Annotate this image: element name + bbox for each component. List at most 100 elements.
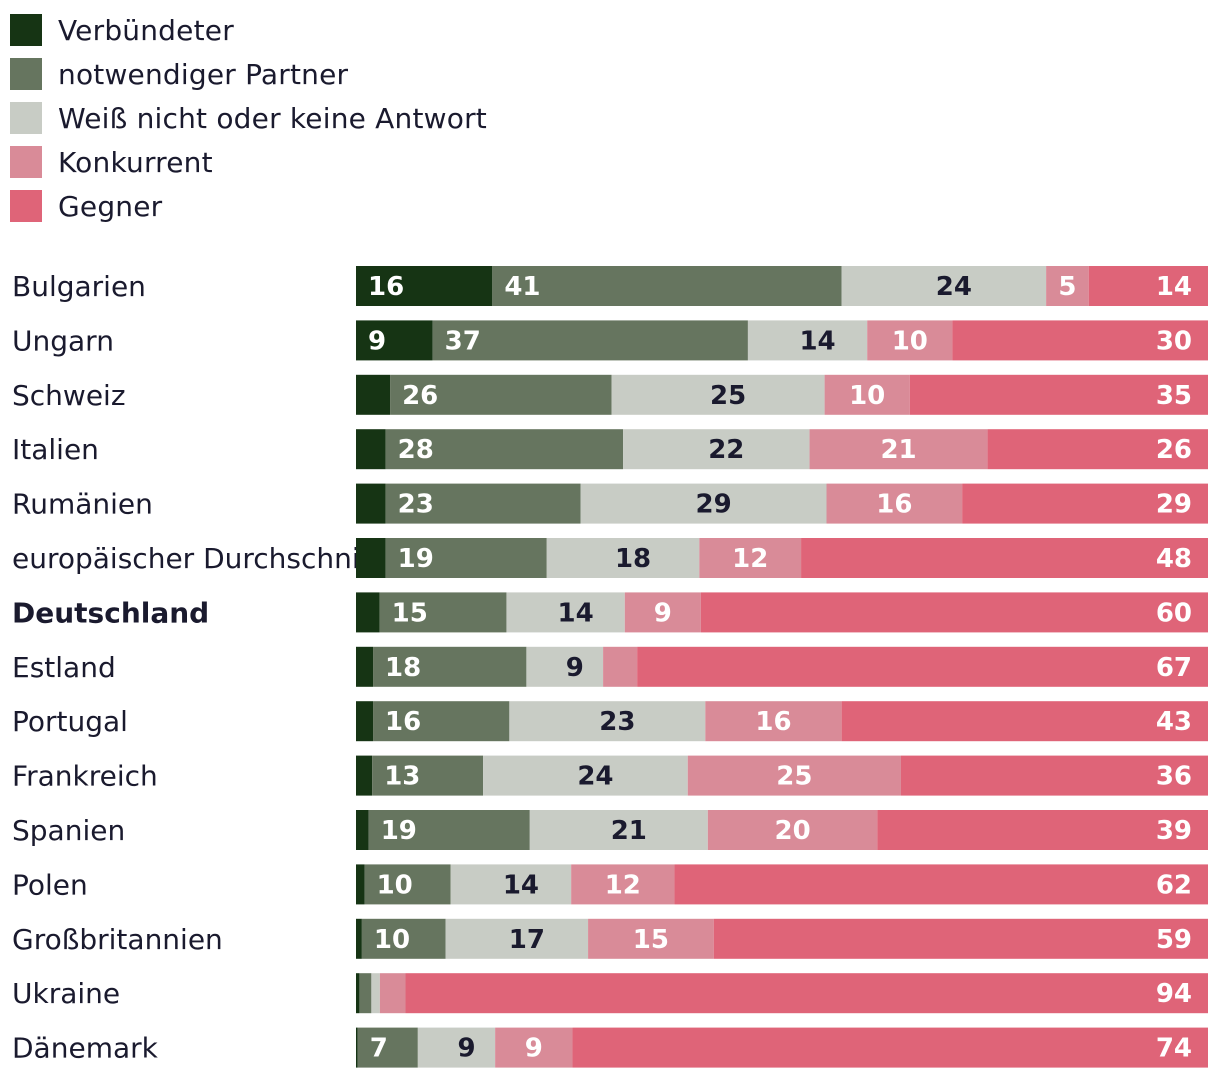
bar-row-schweiz: Schweiz 26 25 10 35	[12, 374, 1208, 415]
data-label: 15	[392, 598, 428, 628]
bar-segment-verbuendeter	[356, 810, 369, 850]
bar-segment-weiss-nicht-oder-keine-antwort	[529, 810, 708, 850]
bar-segment-notwendiger-partner	[359, 973, 372, 1014]
category-label: Deutschland	[12, 596, 209, 629]
legend-item-verbuendeter: Verbündeter	[10, 8, 487, 52]
bar-segment-gegner	[900, 755, 1208, 796]
category-label: Ukraine	[12, 977, 120, 1010]
data-label: 62	[1156, 870, 1192, 900]
legend-swatch	[10, 14, 42, 46]
bar-segment-weiss-nicht-oder-keine-antwort	[526, 646, 604, 687]
data-label: 35	[1156, 381, 1192, 411]
bar-row-rumaenien: Rumänien 23 29 16 29	[12, 483, 1208, 524]
data-label: 10	[377, 870, 413, 900]
bar-segment-notwendiger-partner	[385, 429, 624, 470]
bar-segment-notwendiger-partner	[385, 538, 547, 578]
bar-segment-notwendiger-partner	[361, 918, 446, 959]
bar-segment-gegner	[952, 320, 1208, 361]
bar-segment-gegner	[877, 810, 1208, 850]
bar-segment-verbuendeter	[356, 538, 386, 578]
legend-label: Verbündeter	[58, 13, 234, 47]
legend-label: notwendiger Partner	[58, 57, 349, 91]
bar-segment-weiss-nicht-oder-keine-antwort	[450, 864, 572, 905]
bar-segment-konkurrent	[379, 973, 406, 1014]
bar-segment-konkurrent	[824, 374, 910, 415]
bar-segment-gegner	[700, 592, 1208, 633]
bar-segment-verbuendeter	[356, 483, 386, 524]
bar-segment-notwendiger-partner	[357, 1027, 418, 1068]
bar-segment-konkurrent	[809, 429, 988, 470]
category-label: Rumänien	[12, 488, 153, 521]
legend: Verbündeter notwendiger Partner Weiß nicht…	[10, 8, 487, 228]
data-label: 14	[799, 326, 835, 356]
legend-label: Weiß nicht oder keine Antwort	[58, 101, 487, 135]
bar-row-spanien: Spanien 19 21 20 39	[12, 810, 1208, 850]
bar-segment-gegner	[841, 701, 1208, 742]
bar-segment-weiss-nicht-oder-keine-antwort	[445, 918, 589, 959]
bar-segment-weiss-nicht-oder-keine-antwort	[417, 1027, 496, 1068]
bar-segment-verbuendeter	[356, 864, 365, 905]
data-label: 20	[775, 816, 811, 846]
data-label: 25	[710, 381, 746, 411]
bar-segment-verbuendeter	[356, 973, 360, 1014]
bar-row-italien: Italien 28 22 21 26	[12, 429, 1208, 470]
data-label: 9	[525, 1034, 543, 1064]
bar-segment-gegner	[637, 646, 1208, 687]
data-label: 7	[370, 1034, 388, 1064]
bar-row-portugal: Portugal 16 23 16 43	[12, 701, 1208, 742]
data-label: 30	[1156, 326, 1192, 356]
data-label: 21	[880, 435, 916, 465]
bar-segment-weiss-nicht-oder-keine-antwort	[747, 320, 868, 361]
data-label: 48	[1156, 544, 1192, 574]
data-label: 29	[1156, 490, 1192, 520]
data-label: 10	[849, 381, 885, 411]
bar-segment-verbuendeter	[356, 646, 374, 687]
bar-segment-verbuendeter	[356, 701, 374, 742]
bar-row-frankreich: Frankreich 13 24 25 36	[12, 755, 1208, 796]
legend-swatch	[10, 58, 42, 90]
data-label: 14	[1156, 272, 1192, 302]
bar-segment-notwendiger-partner	[373, 701, 510, 742]
legend-item-weiss-nicht-oder-keine-antwort: Weiß nicht oder keine Antwort	[10, 96, 487, 140]
data-label: 16	[876, 490, 912, 520]
category-label: Spanien	[12, 814, 125, 847]
bar-segment-verbuendeter	[356, 755, 373, 796]
bar-segment-gegner	[674, 864, 1208, 905]
bar-row-ungarn: Ungarn 9 37 14 10 30	[12, 320, 1208, 361]
bar-segment-gegner	[962, 483, 1208, 524]
data-label: 13	[384, 762, 420, 792]
bar-segment-notwendiger-partner	[372, 755, 484, 796]
data-label: 60	[1156, 598, 1192, 628]
bar-segment-konkurrent	[571, 864, 675, 905]
bar-segment-konkurrent	[707, 810, 878, 850]
bar-segment-gegner	[987, 429, 1208, 470]
bar-segment-gegner	[1088, 266, 1208, 306]
data-label: 94	[1156, 979, 1192, 1009]
legend-label: Konkurrent	[58, 145, 213, 179]
bar-segment-notwendiger-partner	[368, 810, 530, 850]
data-label: 10	[374, 925, 410, 955]
data-label: 74	[1156, 1034, 1192, 1064]
bar-segment-weiss-nicht-oder-keine-antwort	[580, 483, 827, 524]
bar-segment-konkurrent	[624, 592, 701, 633]
data-label: 5	[1058, 272, 1076, 302]
category-label: Estland	[12, 651, 116, 684]
data-label: 25	[776, 762, 812, 792]
legend-item-gegner: Gegner	[10, 184, 487, 228]
data-label: 19	[381, 816, 417, 846]
legend-item-notwendiger-partner: notwendiger Partner	[10, 52, 487, 96]
bar-segment-gegner	[801, 538, 1208, 578]
data-label: 14	[503, 870, 539, 900]
bar-segment-verbuendeter	[356, 592, 380, 633]
bar-segment-notwendiger-partner	[364, 864, 451, 905]
data-label: 10	[892, 326, 928, 356]
data-label: 16	[755, 707, 791, 737]
data-label: 19	[398, 544, 434, 574]
bar-segment-weiss-nicht-oder-keine-antwort	[371, 973, 380, 1014]
data-label: 18	[615, 544, 651, 574]
legend-label: Gegner	[58, 189, 163, 223]
legend-swatch	[10, 146, 42, 178]
data-label: 16	[385, 707, 421, 737]
bar-segment-notwendiger-partner	[385, 483, 581, 524]
bar-segment-weiss-nicht-oder-keine-antwort	[483, 755, 688, 796]
